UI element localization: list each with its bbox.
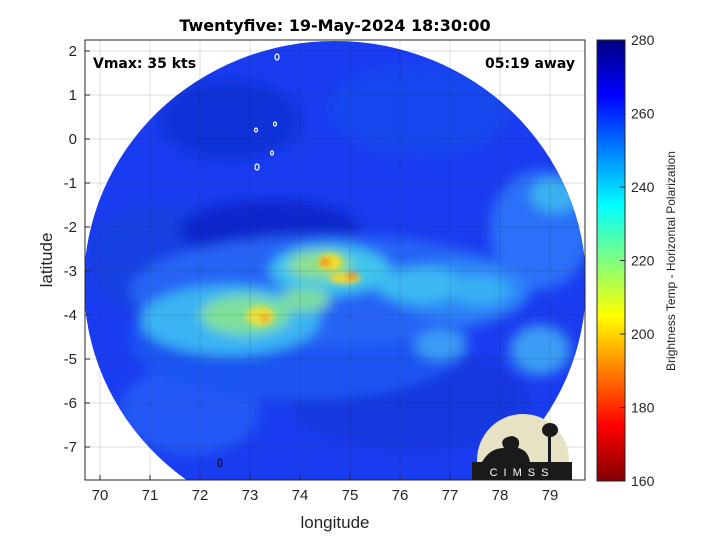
x-tick-label: 71 xyxy=(142,487,159,504)
plot-frame xyxy=(84,39,586,481)
y-tick-label: -4 xyxy=(64,307,77,324)
x-tick-label: 73 xyxy=(242,487,259,504)
x-tick-label: 79 xyxy=(542,487,559,504)
grid-lines xyxy=(85,40,585,480)
x-tick-labels: 70 71 72 73 74 75 76 77 78 79 xyxy=(92,475,559,504)
y-axis-label: latitude xyxy=(37,233,56,288)
x-tick-label: 72 xyxy=(192,487,209,504)
x-tick-label: 77 xyxy=(442,487,459,504)
y-tick-label: -2 xyxy=(64,219,77,236)
y-tick-label: -7 xyxy=(64,439,77,456)
y-tick-label: 1 xyxy=(69,87,77,104)
x-tick-label: 70 xyxy=(92,487,109,504)
chart-title: Twentyfive: 19-May-2024 18:30:00 xyxy=(179,16,490,35)
colorbar-tick-label: 180 xyxy=(631,400,655,416)
y-tick-labels: 2 1 0 -1 -2 -3 -4 -5 -6 -7 xyxy=(64,43,90,456)
y-tick-label: -5 xyxy=(64,351,77,368)
x-tick-label: 78 xyxy=(492,487,509,504)
colorbar-tick-label: 220 xyxy=(631,253,655,269)
colorbar-tick-label: 280 xyxy=(631,32,655,48)
y-tick-label: -3 xyxy=(64,263,77,280)
x-tick-label: 74 xyxy=(292,487,309,504)
colorbar-tick-label: 160 xyxy=(631,473,655,489)
cimss-logo-text: CIMSS xyxy=(490,467,555,479)
time-away-annotation: 05:19 away xyxy=(485,56,575,72)
x-tick-label: 76 xyxy=(392,487,409,504)
y-tick-label: -6 xyxy=(64,395,77,412)
swath-image xyxy=(85,41,585,480)
vmax-annotation: Vmax: 35 kts xyxy=(93,56,196,72)
colorbar-label: Brightness Temp - Horizontal Polarizatio… xyxy=(664,151,678,371)
y-tick-label: -1 xyxy=(64,175,77,192)
x-tick-label: 75 xyxy=(342,487,359,504)
y-tick-label: 0 xyxy=(69,131,77,148)
colorbar-tick-labels: 280 260 240 220 200 180 160 xyxy=(620,32,655,489)
y-tick-label: 2 xyxy=(69,43,77,60)
colorbar-tick-label: 260 xyxy=(631,106,655,122)
cimss-logo: CIMSS xyxy=(472,414,572,480)
x-axis-label: longitude xyxy=(300,513,369,532)
colorbar-tick-label: 200 xyxy=(631,326,655,342)
colorbar-tick-label: 240 xyxy=(631,179,655,195)
